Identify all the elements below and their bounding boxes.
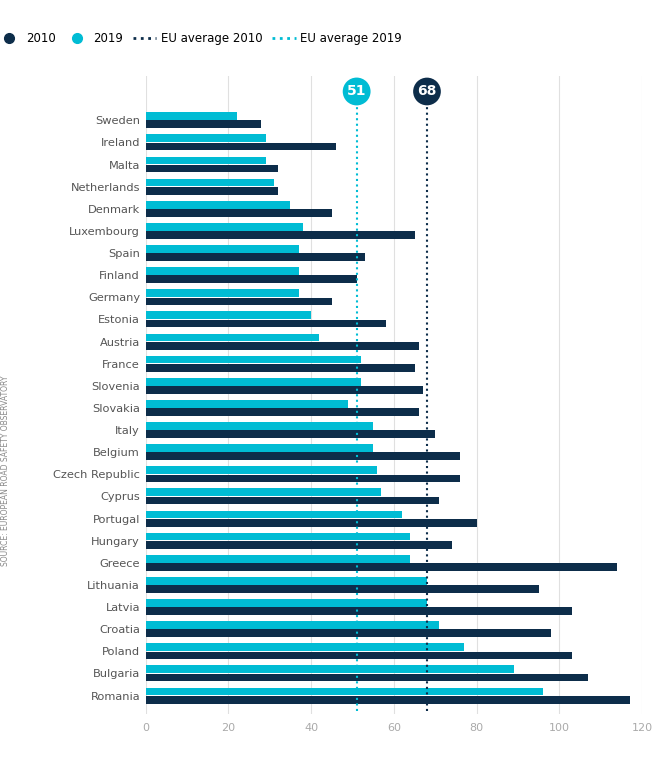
Bar: [146, 666, 514, 673]
Bar: [146, 452, 460, 460]
Bar: [146, 489, 381, 496]
Bar: [146, 187, 278, 195]
Bar: [146, 290, 299, 297]
Text: 68: 68: [417, 84, 437, 99]
Legend: 2010, 2019, EU average 2010, EU average 2019: 2010, 2019, EU average 2010, EU average …: [0, 27, 406, 50]
Bar: [146, 223, 303, 231]
Bar: [146, 563, 618, 571]
Bar: [146, 297, 332, 306]
Bar: [146, 541, 452, 549]
Bar: [146, 644, 464, 651]
Bar: [146, 430, 436, 438]
Bar: [146, 673, 589, 682]
Bar: [146, 356, 361, 363]
Bar: [146, 555, 410, 562]
Bar: [146, 364, 414, 372]
Bar: [146, 607, 572, 615]
Bar: [146, 577, 427, 584]
Bar: [146, 474, 460, 483]
Bar: [146, 422, 373, 430]
Bar: [146, 320, 385, 328]
Bar: [146, 585, 539, 593]
Bar: [146, 386, 423, 394]
Bar: [146, 135, 265, 142]
Bar: [146, 165, 278, 173]
Text: SOURCE: EUROPEAN ROAD SAFETY OBSERVATORY: SOURCE: EUROPEAN ROAD SAFETY OBSERVATORY: [1, 376, 10, 566]
Bar: [146, 179, 274, 186]
Bar: [146, 143, 336, 150]
Bar: [146, 112, 237, 120]
Bar: [146, 334, 320, 341]
Bar: [146, 201, 291, 208]
Bar: [146, 342, 419, 350]
Bar: [146, 400, 348, 407]
Bar: [146, 467, 377, 474]
Text: 51: 51: [347, 84, 366, 99]
Bar: [146, 157, 265, 164]
Bar: [146, 275, 357, 283]
Bar: [146, 629, 551, 637]
Bar: [146, 408, 419, 416]
Bar: [146, 688, 543, 695]
Bar: [146, 209, 332, 217]
Bar: [146, 378, 361, 385]
Bar: [146, 231, 414, 239]
Bar: [146, 696, 630, 704]
Bar: [146, 312, 311, 319]
Bar: [146, 533, 410, 540]
Bar: [146, 651, 572, 660]
Bar: [146, 121, 261, 128]
Bar: [146, 253, 365, 261]
Bar: [146, 621, 440, 629]
Bar: [146, 268, 299, 275]
Bar: [146, 599, 427, 606]
Bar: [146, 511, 402, 518]
Bar: [146, 245, 299, 253]
Bar: [146, 519, 477, 527]
Bar: [146, 444, 373, 452]
Bar: [146, 496, 440, 505]
